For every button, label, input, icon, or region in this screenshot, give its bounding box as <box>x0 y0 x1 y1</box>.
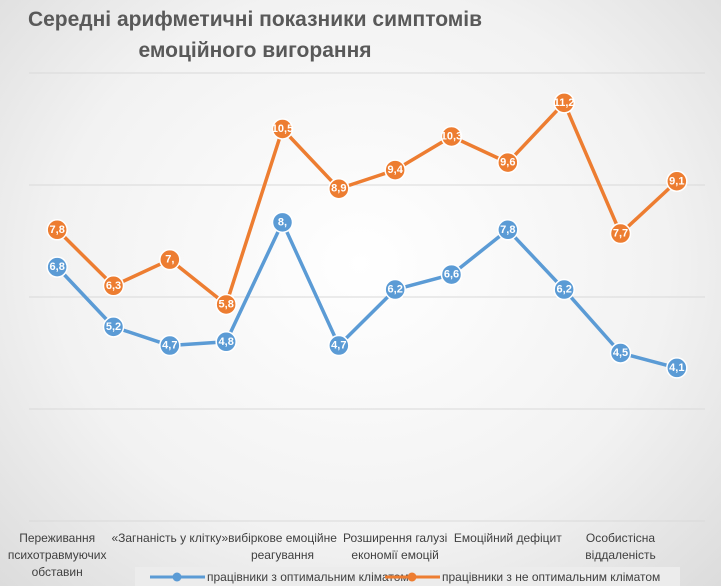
data-label: 5,2 <box>106 321 121 333</box>
x-tick-label: вибіркове емоційне реагування <box>228 531 337 562</box>
data-label: 4,1 <box>669 362 684 374</box>
x-tick-label: Емоційний дефіцит <box>453 531 562 545</box>
data-label: 5,8 <box>219 298 234 310</box>
data-point <box>271 118 294 140</box>
legend-label: працівники з оптимальним кліматом <box>207 570 409 584</box>
data-point <box>553 92 575 114</box>
data-label: 11,2 <box>554 97 575 109</box>
data-label: 4,7 <box>162 340 177 352</box>
legend-marker <box>172 572 182 582</box>
data-label: 6,6 <box>444 269 459 281</box>
data-point <box>46 219 68 241</box>
legend-marker <box>407 572 417 582</box>
data-label: 8,9 <box>331 183 346 195</box>
chart-title: Середні арифметичні показники симптомів … <box>27 8 483 62</box>
data-point <box>497 151 519 174</box>
data-point <box>384 278 406 301</box>
data-point <box>328 334 350 357</box>
data-label: 4,5 <box>613 347 628 359</box>
data-point <box>46 256 68 278</box>
data-point <box>609 342 632 364</box>
data-label: 9,1 <box>669 175 684 187</box>
data-label: 6,2 <box>388 284 403 296</box>
x-tick-label: Переживання психотравмуючих обставин <box>7 531 107 579</box>
legend-label: працівники з не оптимальним кліматом <box>442 570 660 584</box>
data-point <box>497 219 519 241</box>
data-label: 10,3 <box>441 130 462 142</box>
data-point <box>440 263 463 286</box>
data-point <box>271 211 294 234</box>
x-tick-label: «Загнаність у клітку» <box>111 531 229 545</box>
data-point <box>328 177 350 200</box>
data-point <box>215 293 237 316</box>
data-point <box>159 334 181 357</box>
data-point <box>159 248 181 271</box>
data-point <box>666 170 688 193</box>
data-label: 4,8 <box>219 336 234 348</box>
data-label: 9,4 <box>388 164 404 176</box>
data-label: 6,3 <box>106 280 121 292</box>
data-label: 7,7 <box>613 228 628 240</box>
data-label: 7,8 <box>50 224 65 236</box>
data-label: 6,2 <box>557 284 572 296</box>
data-label: 7,8 <box>500 224 515 236</box>
data-point <box>553 278 575 301</box>
data-label: 7, <box>165 254 174 266</box>
data-point <box>666 357 688 379</box>
data-label: 4,7 <box>331 340 346 352</box>
data-label: 8, <box>278 216 287 228</box>
data-point <box>384 159 406 181</box>
data-point <box>440 125 463 148</box>
data-label: 6,8 <box>50 261 65 273</box>
x-tick-label: Особистісна віддаленість <box>585 531 656 562</box>
data-point <box>102 275 125 297</box>
series-line <box>55 101 679 307</box>
series-line <box>55 220 678 370</box>
data-point <box>102 316 125 338</box>
x-tick-label: Розширення галузі економії емоцій <box>343 531 448 562</box>
data-label: 9,6 <box>500 157 515 169</box>
data-point <box>215 331 237 353</box>
data-label: 10,5 <box>272 123 293 135</box>
data-point <box>609 222 632 245</box>
